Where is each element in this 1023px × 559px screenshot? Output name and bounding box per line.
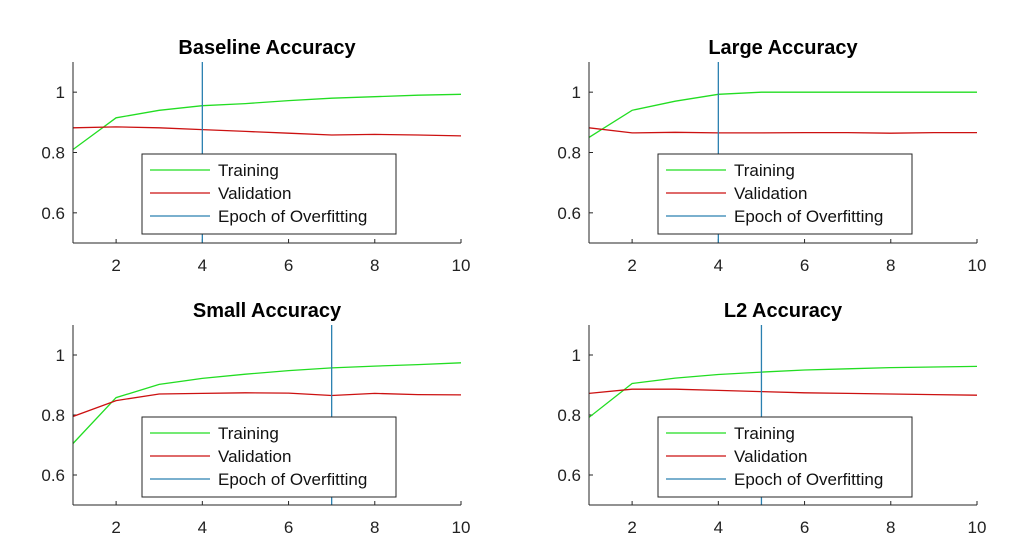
y-tick-label: 1 bbox=[572, 346, 581, 365]
legend: Training Validation Epoch of Overfitting bbox=[657, 416, 913, 498]
y-tick-label: 0.8 bbox=[41, 144, 65, 163]
legend-label: Validation bbox=[218, 447, 291, 466]
x-tick-label: 4 bbox=[198, 518, 207, 537]
x-tick-label: 4 bbox=[714, 518, 723, 537]
x-tick-label: 6 bbox=[284, 256, 293, 275]
x-tick-label: 10 bbox=[452, 256, 471, 275]
x-tick-label: 8 bbox=[886, 256, 895, 275]
legend-label: Epoch of Overfitting bbox=[734, 207, 883, 226]
y-tick-label: 0.6 bbox=[41, 204, 65, 223]
legend-label: Epoch of Overfitting bbox=[734, 470, 883, 489]
x-tick-label: 8 bbox=[370, 256, 379, 275]
x-tick-label: 2 bbox=[111, 256, 120, 275]
legend-label: Training bbox=[218, 161, 279, 180]
legend: Training Validation Epoch of Overfitting bbox=[657, 153, 913, 235]
series-line-validation bbox=[73, 126, 461, 137]
x-tick-label: 8 bbox=[370, 518, 379, 537]
x-tick-label: 4 bbox=[198, 256, 207, 275]
legend-label: Epoch of Overfitting bbox=[218, 207, 367, 226]
chart-panel-2: Large Accuracy 2 4 6 8 10 0.6 0.8 1 Training Valid… bbox=[557, 37, 986, 275]
y-tick-label: 0.8 bbox=[557, 144, 581, 163]
x-tick-label: 2 bbox=[111, 518, 120, 537]
series-line-validation bbox=[589, 388, 977, 396]
y-tick-label: 0.6 bbox=[557, 204, 581, 223]
legend-label: Training bbox=[734, 424, 795, 443]
chart-panel-1: Baseline Accuracy 2 4 6 8 10 0.6 0.8 1 Training Va… bbox=[41, 37, 470, 275]
x-tick-label: 10 bbox=[968, 256, 987, 275]
legend-box bbox=[141, 416, 397, 498]
y-tick-label: 0.6 bbox=[557, 466, 581, 485]
x-tick-label: 10 bbox=[968, 518, 987, 537]
y-tick-label: 1 bbox=[56, 346, 65, 365]
legend-box bbox=[657, 416, 913, 498]
x-tick-label: 6 bbox=[800, 518, 809, 537]
legend-label: Validation bbox=[734, 447, 807, 466]
x-tick-label: 6 bbox=[284, 518, 293, 537]
legend-label: Training bbox=[218, 424, 279, 443]
legend-label: Epoch of Overfitting bbox=[218, 470, 367, 489]
y-tick-label: 0.8 bbox=[557, 406, 581, 425]
legend-label: Validation bbox=[218, 184, 291, 203]
chart-title: L2 Accuracy bbox=[724, 300, 843, 322]
x-tick-label: 10 bbox=[452, 518, 471, 537]
series-line-training bbox=[589, 91, 977, 138]
y-tick-label: 1 bbox=[56, 83, 65, 102]
legend: Training Validation Epoch of Overfitting bbox=[141, 416, 397, 498]
y-tick-label: 0.8 bbox=[41, 406, 65, 425]
series-line-validation bbox=[73, 392, 461, 418]
legend: Training Validation Epoch of Overfitting bbox=[141, 153, 397, 235]
x-tick-label: 2 bbox=[627, 256, 636, 275]
x-tick-label: 2 bbox=[627, 518, 636, 537]
legend-box bbox=[657, 153, 913, 235]
chart-title: Large Accuracy bbox=[708, 37, 858, 59]
chart-title: Baseline Accuracy bbox=[178, 37, 356, 59]
chart-panel-3: Small Accuracy 2 4 6 8 10 0.6 0.8 1 Training Valid… bbox=[41, 300, 470, 537]
legend-label: Validation bbox=[734, 184, 807, 203]
chart-title: Small Accuracy bbox=[193, 300, 342, 322]
legend-label: Training bbox=[734, 161, 795, 180]
series-line-training bbox=[73, 362, 461, 444]
x-tick-label: 8 bbox=[886, 518, 895, 537]
series-line-training bbox=[589, 365, 977, 418]
y-tick-label: 0.6 bbox=[41, 466, 65, 485]
legend-box bbox=[141, 153, 397, 235]
x-tick-label: 4 bbox=[714, 256, 723, 275]
y-tick-label: 1 bbox=[572, 83, 581, 102]
chart-panel-4: L2 Accuracy 2 4 6 8 10 0.6 0.8 1 Training Validati… bbox=[557, 300, 986, 537]
series-line-validation bbox=[589, 127, 977, 134]
x-tick-label: 6 bbox=[800, 256, 809, 275]
series-line-training bbox=[73, 93, 461, 151]
